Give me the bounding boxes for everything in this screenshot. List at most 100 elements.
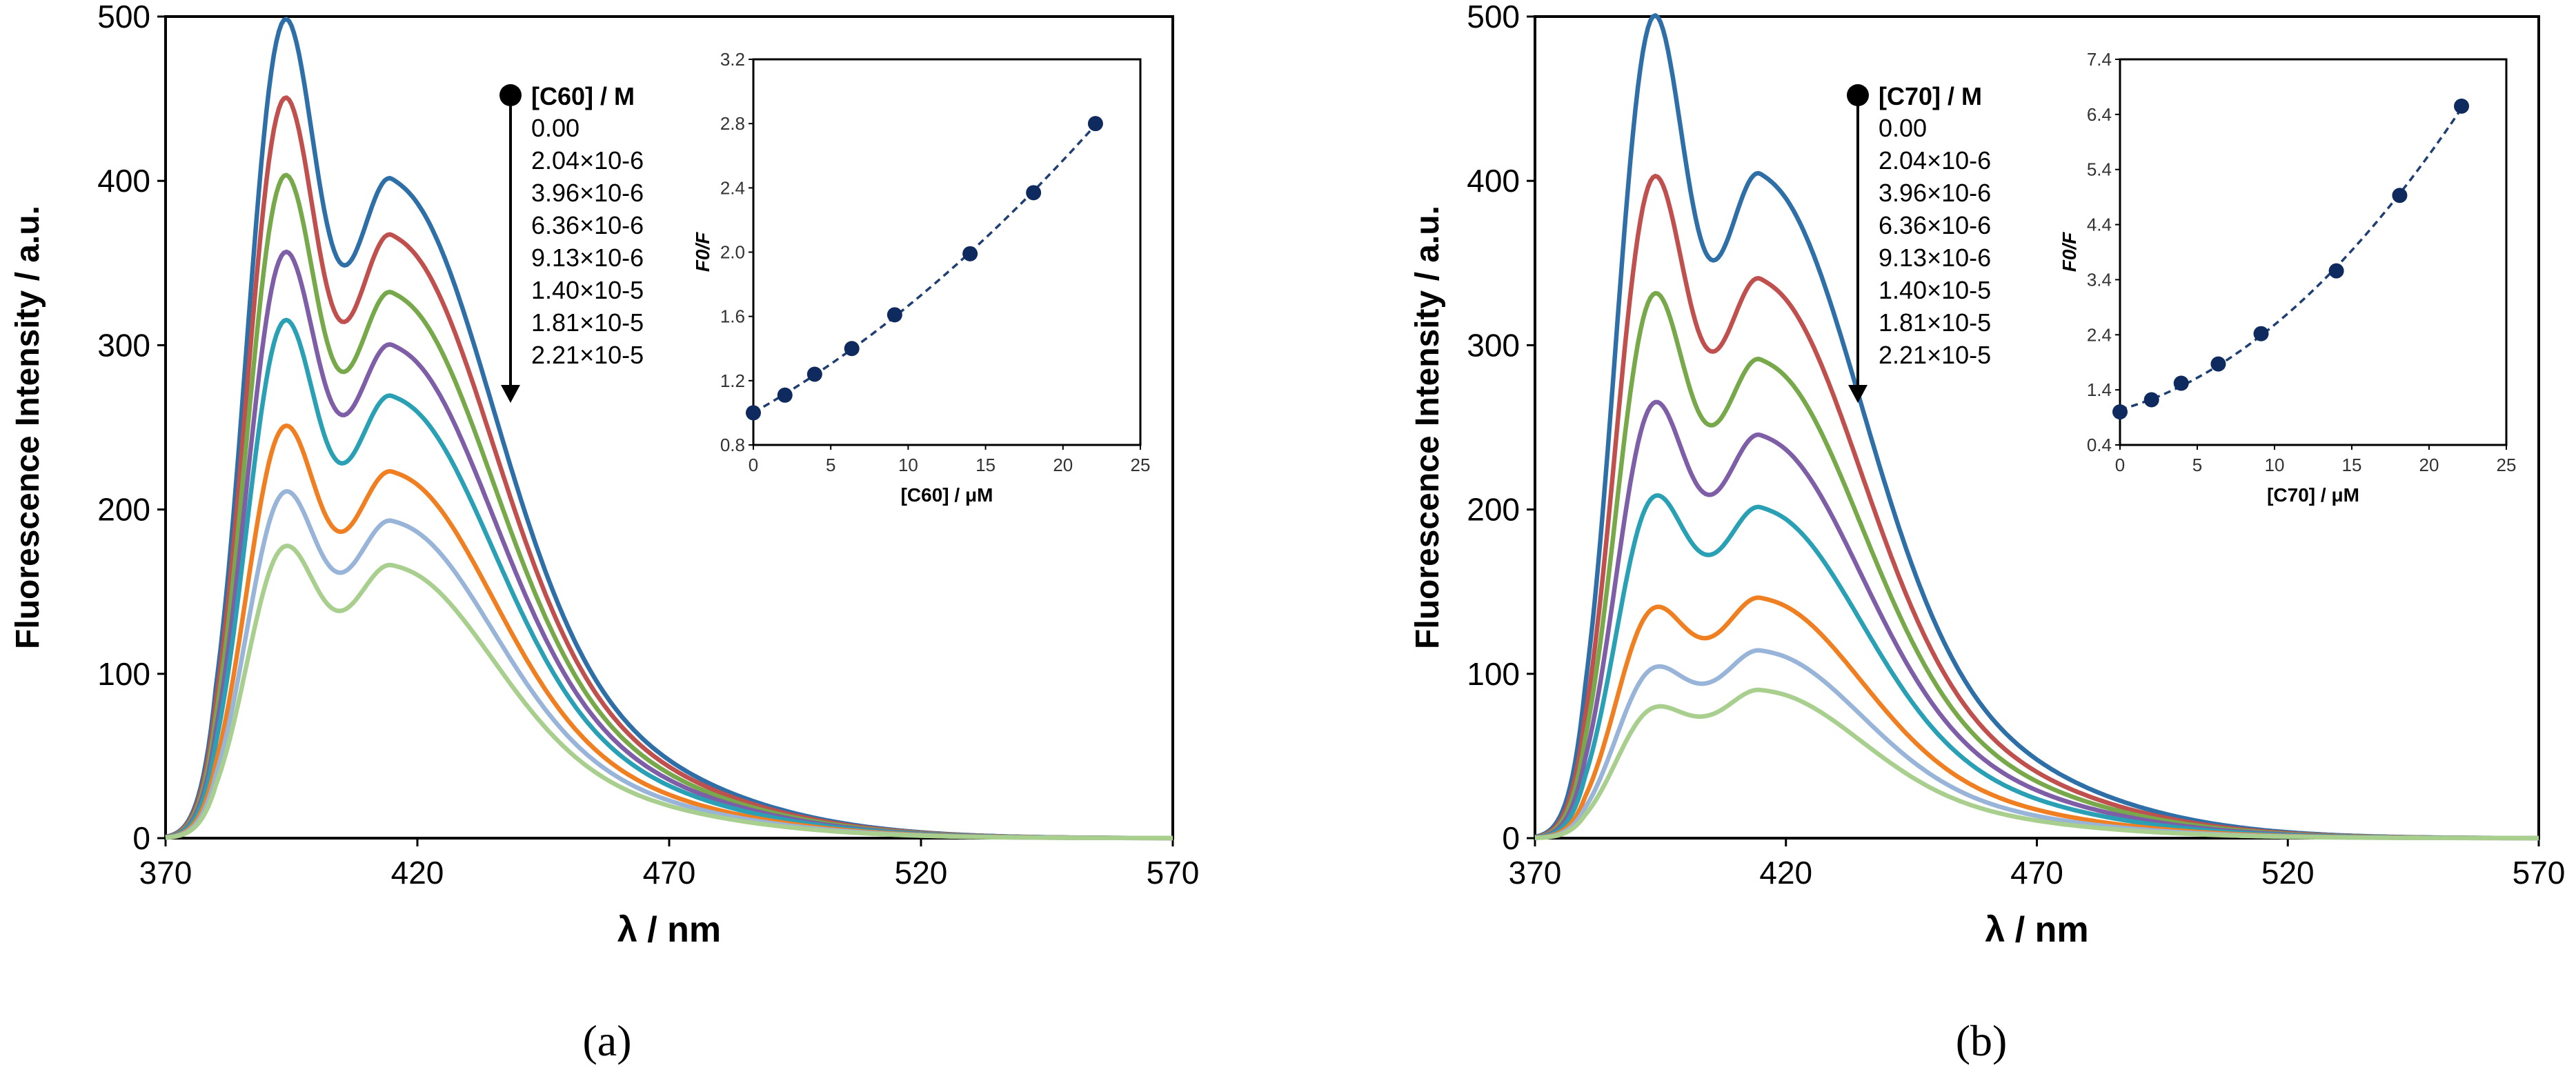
legend-entry: 2.04×10-6 — [531, 146, 644, 175]
y-axis-label: Fluorescence Intensity / a.u. — [10, 206, 46, 649]
inset-x-tick-label: 25 — [2497, 455, 2517, 475]
legend-entry: 0.00 — [1879, 114, 1927, 142]
legend-entry: 6.36×10-6 — [531, 211, 644, 239]
x-tick-label: 520 — [895, 855, 948, 891]
spectrum-line — [165, 423, 1173, 841]
inset-data-point — [962, 246, 978, 261]
legend-entry: 6.36×10-6 — [1879, 211, 1991, 239]
inset-x-tick-label: 20 — [1053, 455, 1073, 475]
x-tick-label: 370 — [139, 855, 192, 891]
y-tick-label: 0 — [1502, 820, 1520, 856]
y-tick-label: 300 — [1467, 327, 1520, 363]
inset-y-tick-label: 2.8 — [720, 113, 745, 134]
legend-entry: 1.81×10-5 — [531, 308, 644, 337]
legend-entry: 1.40×10-5 — [1879, 276, 1991, 304]
inset-x-axis-label: [C60] / μM — [901, 484, 993, 506]
legend-entry: 2.21×10-5 — [1879, 341, 1991, 369]
x-tick-label: 420 — [1759, 855, 1812, 891]
inset-y-tick-label: 1.2 — [720, 370, 745, 391]
legend-entry: 1.81×10-5 — [1879, 308, 1991, 337]
inset-x-tick-label: 20 — [2419, 455, 2439, 475]
y-tick-label: 400 — [1467, 163, 1520, 199]
y-tick-label: 400 — [97, 163, 150, 199]
inset-y-axis-label: F0/F — [692, 232, 713, 272]
inset-x-tick-label: 25 — [1131, 455, 1151, 475]
inset-data-point — [777, 387, 793, 403]
inset-plot: 0.4 1.4 2.4 3.4 4.4 5.4 6.4 7.4 0 5 10 15 20 25 [C70] … — [2059, 49, 2516, 506]
inset-y-axis-label: F0/F — [2059, 232, 2080, 272]
inset-x-tick-label: 10 — [898, 455, 918, 475]
y-tick-label: 100 — [1467, 656, 1520, 692]
x-tick-label: 570 — [1147, 855, 1200, 891]
legend-entry: 0.00 — [531, 114, 579, 142]
inset-fit-line — [753, 123, 1097, 414]
inset-y-tick-label: 6.4 — [2087, 104, 2112, 125]
inset-x-axis-label: [C70] / μM — [2267, 484, 2359, 506]
spectrum-line — [165, 544, 1173, 841]
inset-y-tick-label: 1.4 — [2087, 379, 2112, 400]
spectrum-line — [1534, 687, 2539, 841]
legend-entry: 3.96×10-6 — [531, 179, 644, 207]
inset-y-tick-label: 4.4 — [2087, 215, 2112, 235]
spectrum-line — [1534, 493, 2539, 841]
legend-dot — [1847, 84, 1869, 106]
inset-x-tick-label: 10 — [2265, 455, 2285, 475]
x-tick-label: 520 — [2261, 855, 2315, 891]
inset-data-point — [2454, 98, 2470, 114]
y-tick-label: 500 — [97, 0, 150, 34]
legend-arrow-head — [501, 385, 520, 403]
inset-plot: 0.8 1.2 1.6 2.0 2.4 2.8 3.2 0 5 10 15 20 25 [C60] / μ… — [692, 49, 1150, 506]
legend-entry: 1.40×10-5 — [531, 276, 644, 304]
x-tick-label: 570 — [2513, 855, 2566, 891]
legend-entry: 9.13×10-6 — [531, 244, 644, 272]
x-tick-label: 370 — [1509, 855, 1562, 891]
y-tick-label: 500 — [1467, 0, 1520, 34]
legend-entry: 2.04×10-6 — [1879, 146, 1991, 175]
y-tick-label: 0 — [132, 820, 150, 856]
inset-data-point — [1026, 185, 1042, 201]
legend-title: [C70] / M — [1879, 82, 1982, 110]
y-axis-label: Fluorescence Intensity / a.u. — [1409, 206, 1446, 649]
x-tick-label: 420 — [391, 855, 444, 891]
inset-y-tick-label: 5.4 — [2087, 159, 2112, 180]
inset-x-tick-label: 5 — [826, 455, 835, 475]
x-tick-label: 470 — [2010, 855, 2063, 891]
y-tick-label: 300 — [97, 327, 150, 363]
x-tick-label: 470 — [643, 855, 696, 891]
legend-entry: 9.13×10-6 — [1879, 244, 1991, 272]
inset-data-point — [746, 405, 761, 421]
inset-data-point — [844, 341, 860, 357]
inset-data-point — [2392, 188, 2408, 204]
inset-x-tick-label: 15 — [975, 455, 995, 475]
inset-x-tick-label: 0 — [2115, 455, 2125, 475]
legend-entry: 3.96×10-6 — [1879, 179, 1991, 207]
inset-data-point — [2173, 375, 2189, 391]
inset-y-tick-label: 7.4 — [2087, 49, 2112, 70]
inset-y-tick-label: 0.4 — [2087, 435, 2112, 455]
x-axis-label: λ / nm — [1985, 910, 2088, 950]
legend-title: [C60] / M — [531, 82, 635, 110]
inset-y-tick-label: 3.4 — [2087, 269, 2112, 290]
inset-x-tick-label: 15 — [2342, 455, 2362, 475]
inset-y-tick-label: 0.8 — [720, 435, 745, 455]
inset-data-point — [2210, 356, 2226, 372]
inset-y-tick-label: 2.4 — [720, 177, 745, 198]
x-axis-label: λ / nm — [617, 910, 721, 950]
inset-x-tick-label: 0 — [749, 455, 758, 475]
inset-data-point — [1087, 116, 1103, 132]
inset-x-tick-label: 5 — [2192, 455, 2202, 475]
inset-y-tick-label: 3.2 — [720, 49, 745, 70]
inset-y-tick-label: 2.4 — [2087, 324, 2112, 345]
inset-y-tick-label: 1.6 — [720, 306, 745, 327]
inset-data-point — [2253, 326, 2269, 341]
inset-data-point — [886, 307, 902, 323]
legend-dot — [499, 84, 522, 106]
inset-frame — [752, 58, 1142, 446]
inset-data-point — [2112, 404, 2128, 420]
legend-arrow-head — [1848, 385, 1867, 403]
y-tick-label: 200 — [1467, 492, 1520, 528]
panel-caption: (a) — [582, 1016, 631, 1065]
